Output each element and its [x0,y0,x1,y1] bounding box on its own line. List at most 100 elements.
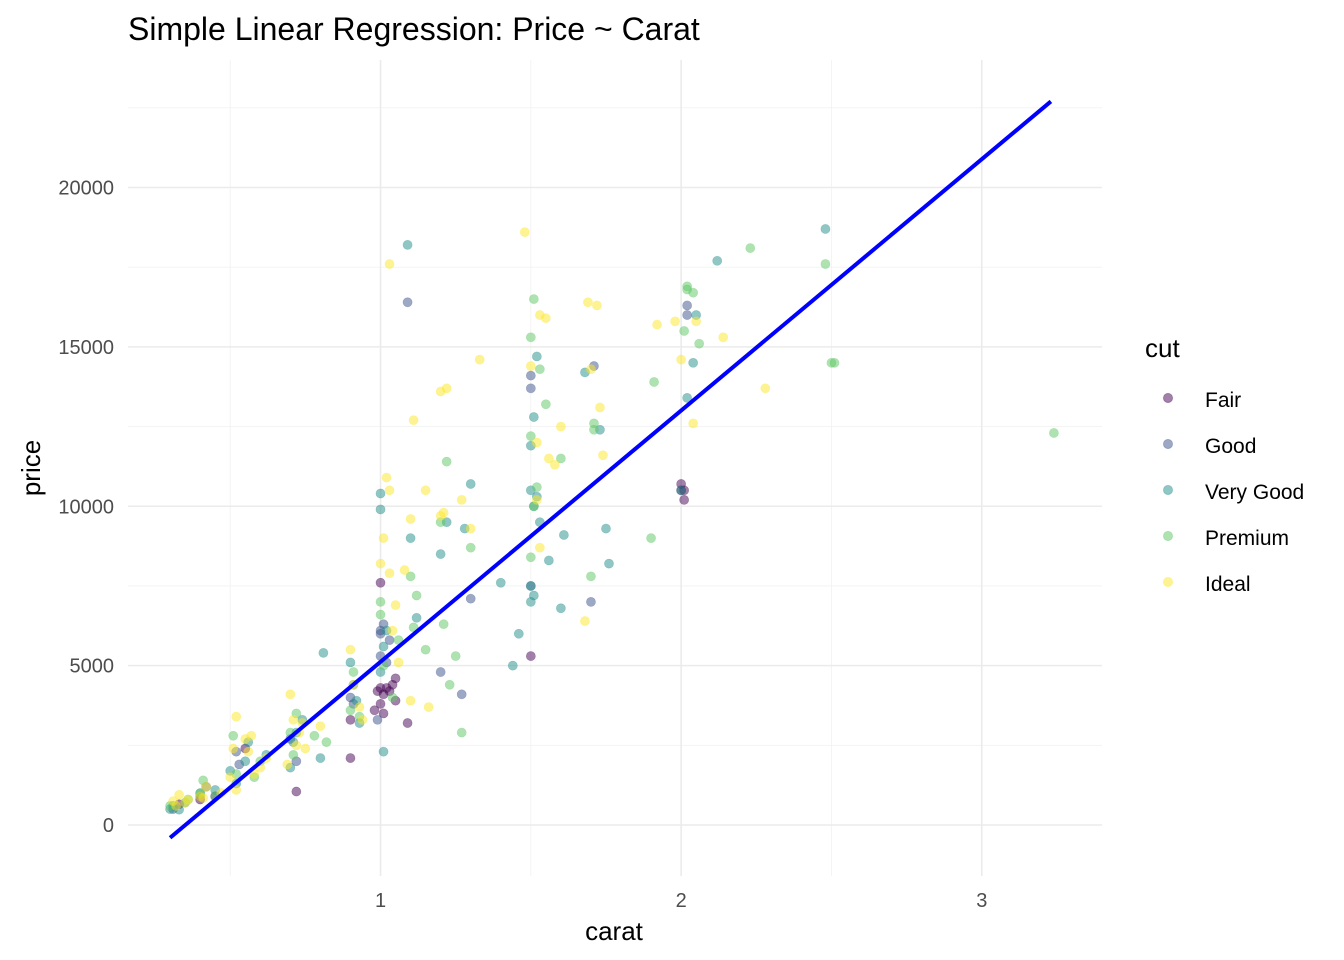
data-point [718,332,729,343]
y-tick-label: 20000 [58,178,114,200]
data-point [318,647,329,658]
legend-label: Fair [1205,389,1241,412]
data-point [586,364,596,375]
data-point [288,714,299,725]
regression-line-group [168,99,1053,840]
data-point [646,533,656,544]
data-point [246,730,257,741]
data-point [390,600,401,610]
legend-label: Premium [1205,527,1289,550]
x-tick-label: 1 [375,890,386,912]
data-point [465,523,476,534]
data-point [180,797,191,808]
data-point [450,651,461,661]
data-point [282,759,293,770]
data-point [580,616,590,626]
x-axis-ticks: 1 2 3 [375,890,987,912]
y-axis-title: price [16,440,46,496]
data-point [525,370,536,381]
data-point [465,542,476,553]
data-point [670,316,681,327]
data-point [381,472,392,483]
data-point [583,297,593,308]
data-points [165,224,1059,815]
data-point [387,679,398,690]
data-point [438,507,449,518]
data-point [375,488,386,499]
data-point [507,660,518,671]
data-point [555,453,566,464]
legend-key [1162,438,1174,450]
data-point [291,740,302,751]
data-point [592,300,602,311]
data-point [345,705,356,716]
data-point [586,596,596,607]
data-point [228,743,239,754]
data-point [423,702,434,712]
data-point [525,383,536,394]
data-point [231,711,242,722]
data-point [586,571,596,582]
data-point [601,523,611,534]
data-point [589,424,599,435]
data-point [652,319,662,330]
data-point [384,568,395,579]
legend-key [1162,484,1174,496]
data-point [679,494,690,505]
data-point [375,596,386,607]
data-point [399,565,410,575]
data-point [495,577,506,588]
data-point [525,581,536,591]
data-point [420,644,431,655]
data-point [345,753,356,763]
data-point [201,781,212,792]
data-point [531,351,542,362]
data-point [679,326,690,336]
data-point [760,383,771,394]
data-point [174,789,185,800]
data-point [465,593,476,604]
data-point [531,494,542,505]
data-point [378,708,389,719]
data-point [369,705,380,716]
data-point [531,482,542,493]
data-point [1049,428,1059,438]
data-point [525,596,536,607]
data-point [378,641,389,652]
data-point [405,514,416,524]
data-point [345,714,356,725]
data-point [309,730,320,741]
data-point [300,743,311,754]
data-point [378,533,389,544]
data-point [829,357,840,368]
data-point [555,421,566,432]
data-point [688,357,699,368]
data-point [525,361,536,371]
data-point [405,695,416,706]
data-point [411,590,422,601]
data-point [528,412,539,422]
data-point [688,418,699,429]
data-point [375,577,386,588]
data-point [676,485,687,496]
data-point [435,549,446,559]
data-point [519,227,530,238]
data-point [375,609,386,620]
data-point [291,786,302,797]
data-point [387,625,398,636]
data-point [745,243,756,253]
data-point [438,619,449,630]
grid [128,60,1102,876]
legend-key [1162,392,1174,404]
data-point [525,552,536,563]
data-point [534,364,545,375]
chart-title: Simple Linear Regression: Price ~ Carat [128,11,700,47]
data-point [441,383,452,394]
data-point [543,555,554,566]
data-point [408,415,419,426]
data-point [543,453,554,464]
y-tick-label: 5000 [70,656,115,678]
data-point [315,721,326,732]
data-point [474,354,485,365]
data-point [225,772,236,783]
